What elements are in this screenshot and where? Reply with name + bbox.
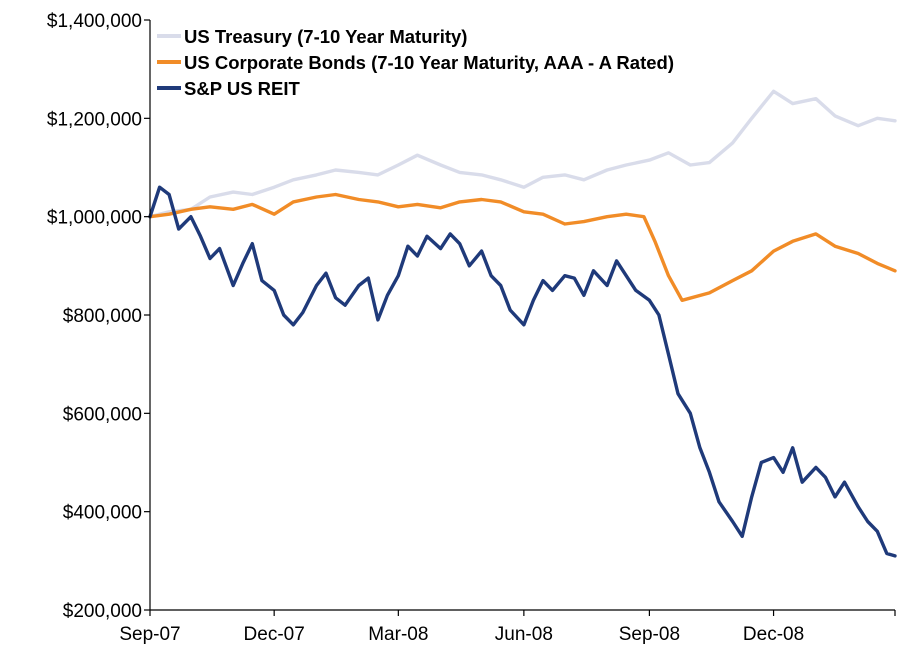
series-line-1 xyxy=(148,192,897,302)
y-tick-label: $800,000 xyxy=(63,306,142,327)
legend: US Treasury (7-10 Year Maturity) US Corpo… xyxy=(157,26,674,99)
series-line-2 xyxy=(148,185,897,558)
y-tick-label: $1,000,000 xyxy=(47,208,142,229)
x-tick-label: Jun-08 xyxy=(495,624,553,645)
x-tick-label: Sep-08 xyxy=(619,624,680,645)
axes: $200,000 $400,000 $600,000 $800,000 $1,000,0… xyxy=(47,11,896,645)
x-tick-label: Dec-07 xyxy=(244,624,305,645)
legend-label: US Treasury (7-10 Year Maturity) xyxy=(184,26,467,47)
series-layer xyxy=(148,89,897,558)
legend-label: S&P US REIT xyxy=(184,78,301,99)
x-tick-label: Sep-07 xyxy=(119,624,180,645)
series-line-0 xyxy=(148,89,897,219)
x-tick-label: Dec-08 xyxy=(743,624,804,645)
x-tick-label: Mar-08 xyxy=(368,624,428,645)
y-tick-label: $400,000 xyxy=(63,503,142,524)
y-tick-label: $200,000 xyxy=(63,601,142,622)
y-tick-label: $1,200,000 xyxy=(47,109,142,130)
legend-label: US Corporate Bonds (7-10 Year Maturity, … xyxy=(184,52,674,73)
y-tick-label: $1,400,000 xyxy=(47,11,142,32)
y-tick-label: $600,000 xyxy=(63,404,142,425)
